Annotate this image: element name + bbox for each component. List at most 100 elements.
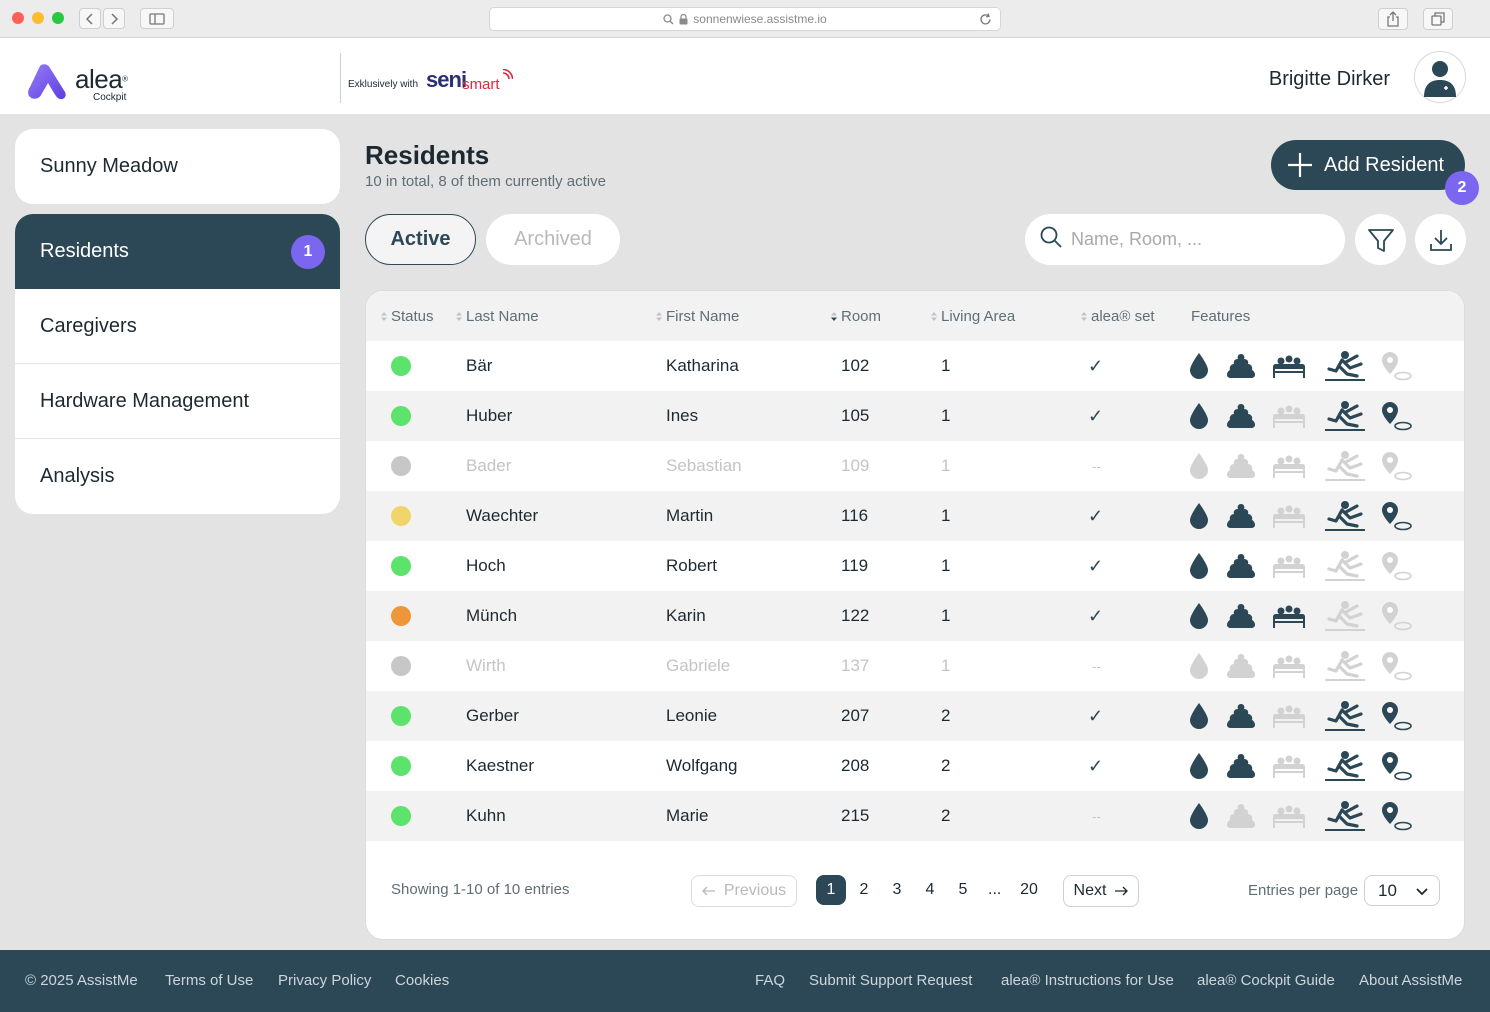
footer-link-privacy[interactable]: Privacy Policy [278, 972, 372, 989]
table-row[interactable]: Wirth Gabriele 137 1 -- [366, 641, 1464, 691]
facility-name[interactable]: Sunny Meadow [15, 129, 340, 204]
signal-icon [502, 68, 513, 79]
column-room[interactable]: Room [831, 308, 881, 325]
share-button[interactable] [1378, 8, 1408, 30]
sidebar-toggle-button[interactable] [140, 8, 174, 29]
download-button[interactable] [1415, 214, 1466, 265]
sidebar-item-label: Caregivers [40, 314, 137, 337]
sidebar-item-hardware-management[interactable]: Hardware Management [15, 364, 340, 439]
stool-icon [1226, 600, 1256, 635]
chevron-down-icon [1416, 888, 1428, 896]
table-row[interactable]: Münch Karin 122 1 ✓ [366, 591, 1464, 641]
footer-link-cockpit-guide[interactable]: alea® Cockpit Guide [1197, 972, 1335, 989]
room-cell: 105 [841, 406, 870, 425]
page-3-button[interactable]: 3 [892, 881, 902, 898]
stool-icon [1226, 800, 1256, 835]
search-input[interactable] [1071, 229, 1321, 250]
address-bar[interactable]: sonnenwiese.assistme.io [489, 7, 1001, 31]
tab-active[interactable]: Active [365, 214, 476, 265]
first-name-cell: Sebastian [666, 456, 742, 475]
next-page-button[interactable]: Next [1063, 875, 1139, 907]
sidebar-icon [149, 12, 165, 25]
table-row[interactable]: Gerber Leonie 207 2 ✓ [366, 691, 1464, 741]
sidebar-item-caregivers[interactable]: Caregivers [15, 289, 340, 364]
minimize-window-button[interactable] [32, 12, 44, 24]
page-2-button[interactable]: 2 [859, 881, 869, 898]
moisture-icon [1188, 600, 1210, 635]
alea-set-cell: ✓ [1088, 506, 1104, 526]
room-cell: 109 [841, 456, 870, 475]
table-row[interactable]: Bader Sebastian 109 1 -- [366, 441, 1464, 491]
add-resident-button[interactable]: Add Resident [1271, 140, 1465, 190]
last-name-cell: Waechter [466, 506, 539, 525]
zoom-window-button[interactable] [52, 12, 64, 24]
chevron-right-icon [111, 12, 119, 25]
stool-icon [1226, 750, 1256, 785]
back-button[interactable] [79, 8, 101, 29]
column-alea-set[interactable]: alea® set [1081, 308, 1155, 325]
column-status[interactable]: Status [381, 308, 434, 325]
footer-link-cookies[interactable]: Cookies [395, 972, 450, 989]
footer-link-about[interactable]: About AssistMe [1359, 972, 1463, 989]
table-row[interactable]: Kuhn Marie 215 2 -- [366, 791, 1464, 841]
footer-link-terms[interactable]: Terms of Use [165, 972, 254, 989]
footer-link-faq[interactable]: FAQ [755, 972, 786, 989]
residents-table: Status Last Name First Name Room Living … [365, 290, 1465, 940]
user-name[interactable]: Brigitte Dirker [1268, 68, 1390, 90]
location-icon [1379, 800, 1413, 837]
page-5-button[interactable]: 5 [958, 881, 968, 898]
fall-icon [1323, 350, 1367, 387]
status-indicator [391, 756, 411, 776]
moisture-icon [1188, 400, 1210, 435]
table-header: Status Last Name First Name Room Living … [366, 291, 1464, 341]
column-living-area[interactable]: Living Area [931, 308, 1015, 325]
share-icon [1387, 11, 1399, 27]
close-window-button[interactable] [12, 12, 24, 24]
fall-icon [1323, 400, 1367, 437]
entries-per-page-select[interactable]: 10 [1364, 875, 1440, 906]
first-name-cell: Ines [666, 406, 699, 425]
stool-icon [1226, 450, 1256, 485]
moisture-icon [1188, 450, 1210, 485]
bed-exit-icon [1271, 500, 1307, 535]
page-20-button[interactable]: 20 [1020, 881, 1038, 898]
page-4-button[interactable]: 4 [925, 881, 935, 898]
search-field[interactable] [1025, 214, 1345, 265]
page-1-button[interactable]: 1 [816, 875, 846, 905]
table-row[interactable]: Waechter Martin 116 1 ✓ [366, 491, 1464, 541]
alea-logo-icon [28, 64, 66, 100]
column-last-name[interactable]: Last Name [456, 308, 539, 325]
previous-page-button[interactable]: Previous [691, 875, 797, 907]
status-indicator [391, 356, 411, 376]
page-subtitle: 10 in total, 8 of them currently active [365, 173, 606, 190]
tabs-overview-button[interactable] [1423, 8, 1453, 30]
last-name-cell: Hoch [466, 556, 506, 575]
sidebar-item-residents[interactable]: Residents 1 [15, 214, 340, 289]
table-row[interactable]: Bär Katharina 102 1 ✓ [366, 341, 1464, 391]
first-name-cell: Wolfgang [666, 756, 738, 775]
forward-button[interactable] [103, 8, 125, 29]
first-name-cell: Marie [666, 806, 709, 825]
pagination-ellipsis: ... [988, 881, 1002, 898]
alea-set-cell: -- [1092, 809, 1101, 824]
column-features: Features [1191, 308, 1251, 325]
table-row[interactable]: Hoch Robert 119 1 ✓ [366, 541, 1464, 591]
user-avatar[interactable] [1414, 51, 1466, 103]
sidebar-item-analysis[interactable]: Analysis [15, 439, 340, 514]
location-icon [1379, 450, 1413, 487]
bed-exit-icon [1271, 650, 1307, 685]
registered-mark: ® [122, 74, 129, 84]
footer-link-support[interactable]: Submit Support Request [809, 972, 973, 989]
table-row[interactable]: Huber Ines 105 1 ✓ [366, 391, 1464, 441]
reload-icon[interactable] [979, 13, 992, 29]
table-row[interactable]: Kaestner Wolfgang 208 2 ✓ [366, 741, 1464, 791]
footer-link-instructions[interactable]: alea® Instructions for Use [1001, 972, 1174, 989]
tab-archived[interactable]: Archived [486, 214, 620, 265]
moisture-icon [1188, 700, 1210, 735]
alea-logo[interactable]: alea® Cockpit [27, 64, 129, 103]
filter-button[interactable] [1355, 214, 1406, 265]
fall-icon [1323, 750, 1367, 787]
room-cell: 122 [841, 606, 870, 625]
column-first-name[interactable]: First Name [656, 308, 739, 325]
location-icon [1379, 350, 1413, 387]
